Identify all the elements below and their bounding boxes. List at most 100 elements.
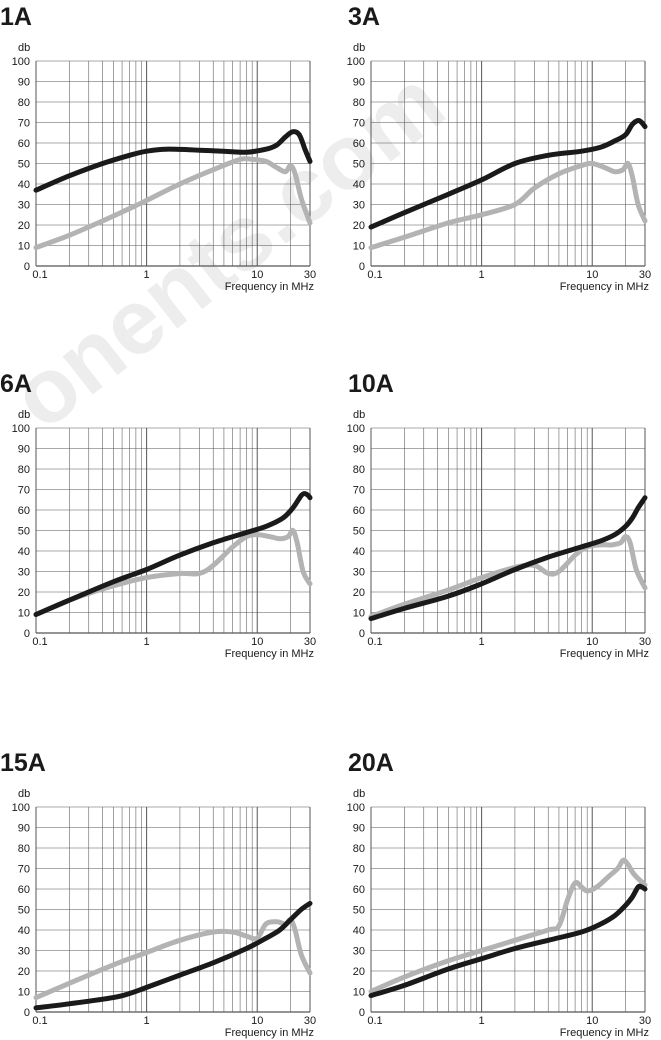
y-tick-label: 40 <box>353 179 365 191</box>
y-tick-label: 40 <box>18 546 30 558</box>
y-tick-label: 20 <box>353 966 365 978</box>
y-tick-label: 90 <box>18 444 30 456</box>
y-tick-label: 0 <box>24 261 30 273</box>
y-tick-label: 70 <box>18 864 30 876</box>
y-axis-label: db <box>353 788 365 800</box>
y-tick-label: 90 <box>18 823 30 835</box>
y-tick-label: 50 <box>18 159 30 171</box>
y-tick-label: 20 <box>353 587 365 599</box>
y-tick-label: 30 <box>353 567 365 579</box>
series-line-black <box>33 491 313 617</box>
series-line-grey <box>33 527 313 617</box>
y-tick-label: 0 <box>359 628 365 640</box>
y-tick-label: 50 <box>353 905 365 917</box>
y-tick-label: 50 <box>353 526 365 538</box>
y-tick-label: 60 <box>18 138 30 150</box>
y-tick-label: 0 <box>359 261 365 273</box>
series-line-black <box>368 117 648 230</box>
chart-title: 3A <box>348 3 380 31</box>
x-tick-label: 10 <box>251 269 263 281</box>
y-tick-label: 10 <box>18 608 30 620</box>
y-axis-label: db <box>18 42 30 54</box>
y-tick-label: 60 <box>18 505 30 517</box>
y-tick-label: 80 <box>18 464 30 476</box>
y-axis-label: db <box>353 409 365 421</box>
y-tick-label: 10 <box>18 241 30 253</box>
series-line-black <box>368 883 648 999</box>
x-tick-label: 10 <box>251 1015 263 1027</box>
y-tick-label: 80 <box>18 843 30 855</box>
series-line-grey <box>33 156 313 251</box>
x-tick-label: 1 <box>479 636 485 648</box>
y-tick-label: 30 <box>353 946 365 958</box>
y-axis-label: db <box>18 788 30 800</box>
y-tick-label: 100 <box>347 56 365 68</box>
x-axis-label: Frequency in MHz <box>225 281 314 293</box>
y-tick-label: 70 <box>18 485 30 497</box>
y-tick-label: 80 <box>353 843 365 855</box>
x-tick-label: 30 <box>304 1015 316 1027</box>
y-tick-label: 10 <box>18 987 30 999</box>
series-line-black <box>368 495 648 622</box>
x-tick-label: 1 <box>144 269 150 281</box>
x-tick-label: 0.1 <box>367 269 382 281</box>
y-tick-label: 0 <box>24 1007 30 1019</box>
y-tick-label: 50 <box>353 159 365 171</box>
series-line-grey <box>368 857 648 994</box>
x-tick-label: 10 <box>586 269 598 281</box>
y-tick-label: 90 <box>353 444 365 456</box>
y-tick-label: 70 <box>353 864 365 876</box>
y-tick-label: 20 <box>18 220 30 232</box>
y-tick-label: 20 <box>18 587 30 599</box>
x-axis-label: Frequency in MHz <box>225 648 314 660</box>
x-axis-label: Frequency in MHz <box>560 648 649 660</box>
x-tick-label: 0.1 <box>32 636 47 648</box>
x-tick-label: 30 <box>639 636 651 648</box>
x-tick-label: 0.1 <box>32 1015 47 1027</box>
chart-title: 1A <box>0 3 32 31</box>
y-tick-label: 70 <box>353 485 365 497</box>
series-line-black <box>33 900 313 1011</box>
y-tick-label: 60 <box>353 505 365 517</box>
y-tick-label: 90 <box>18 77 30 89</box>
y-tick-label: 40 <box>353 546 365 558</box>
y-tick-label: 90 <box>353 823 365 835</box>
y-tick-label: 100 <box>347 802 365 814</box>
x-tick-label: 1 <box>144 636 150 648</box>
x-tick-label: 1 <box>479 269 485 281</box>
y-tick-label: 70 <box>353 118 365 130</box>
y-tick-label: 50 <box>18 905 30 917</box>
y-tick-label: 60 <box>18 884 30 896</box>
y-tick-label: 30 <box>353 200 365 212</box>
y-tick-label: 0 <box>359 1007 365 1019</box>
chart-title: 10A <box>348 370 394 398</box>
y-tick-label: 70 <box>18 118 30 130</box>
y-tick-label: 100 <box>12 56 30 68</box>
y-tick-label: 90 <box>353 77 365 89</box>
y-tick-label: 30 <box>18 567 30 579</box>
x-axis-label: Frequency in MHz <box>560 1027 649 1039</box>
y-tick-label: 80 <box>353 464 365 476</box>
y-tick-label: 0 <box>24 628 30 640</box>
x-tick-label: 1 <box>144 1015 150 1027</box>
y-tick-label: 10 <box>353 608 365 620</box>
y-tick-label: 100 <box>12 423 30 435</box>
series-line-grey <box>33 917 313 1001</box>
y-tick-label: 30 <box>18 200 30 212</box>
x-tick-label: 30 <box>304 636 316 648</box>
x-tick-label: 0.1 <box>367 636 382 648</box>
x-tick-label: 10 <box>586 1015 598 1027</box>
y-tick-label: 80 <box>18 97 30 109</box>
chart-title: 20A <box>348 749 394 777</box>
x-tick-label: 30 <box>639 1015 651 1027</box>
chart-title: 15A <box>0 749 46 777</box>
y-axis-label: db <box>18 409 30 421</box>
x-axis-label: Frequency in MHz <box>560 281 649 293</box>
series-line-grey <box>368 534 648 620</box>
